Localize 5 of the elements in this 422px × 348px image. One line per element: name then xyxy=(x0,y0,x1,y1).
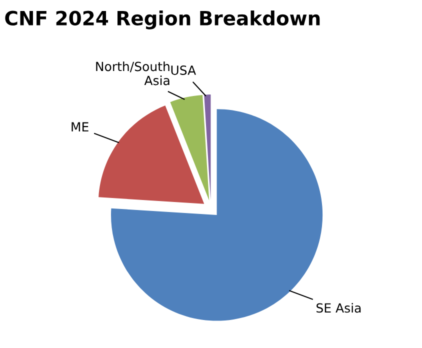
slice-label: North/South Asia xyxy=(96,62,170,86)
slice-label: USA xyxy=(171,66,196,75)
slice-label: SE Asia xyxy=(316,303,361,313)
slice-label: ME xyxy=(72,122,88,132)
chart-title: CNF 2024 Region Breakdown xyxy=(5,10,320,30)
